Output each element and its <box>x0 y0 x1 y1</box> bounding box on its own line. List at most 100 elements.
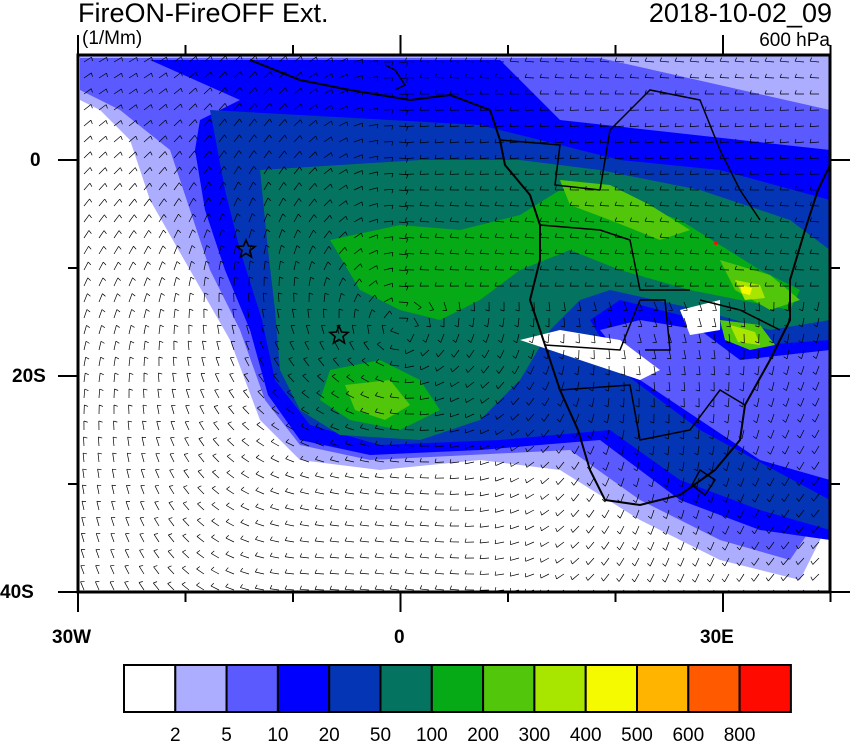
wind-barb <box>278 229 283 239</box>
wind-barb <box>128 167 136 175</box>
wind-barb <box>645 60 655 63</box>
wind-barb <box>173 309 176 319</box>
wind-barb <box>83 214 90 223</box>
colorbar-label: 10 <box>267 725 289 746</box>
wind-barb <box>557 509 565 517</box>
wind-barb <box>660 220 670 223</box>
wind-barb <box>555 236 565 239</box>
wind-barb <box>668 333 672 343</box>
wind-barb <box>286 408 295 415</box>
wind-barb <box>98 104 107 111</box>
wind-barb <box>495 525 505 529</box>
wind-barb <box>812 541 820 549</box>
wind-barb <box>242 423 250 431</box>
wind-barb <box>300 458 310 463</box>
wind-barb <box>786 381 790 391</box>
wind-barb <box>795 141 805 144</box>
wind-barb <box>570 141 580 144</box>
wind-barb <box>705 157 715 160</box>
wind-barb <box>233 102 241 111</box>
wind-barb <box>638 349 642 359</box>
wind-barb <box>455 333 460 343</box>
wind-barb <box>368 123 378 127</box>
wind-barb <box>188 261 192 271</box>
wind-barb <box>112 453 115 463</box>
wind-barb <box>330 492 340 495</box>
wind-barb <box>360 588 370 591</box>
wind-barb <box>786 365 790 375</box>
wind-barb <box>620 477 625 487</box>
wind-barb <box>248 197 254 207</box>
wind-barb <box>353 201 363 207</box>
wind-barb <box>233 150 240 159</box>
wind-barb <box>271 424 280 431</box>
wind-barb <box>630 125 640 128</box>
wind-barb <box>419 509 430 511</box>
wind-barb <box>83 309 88 319</box>
wind-barb <box>398 253 408 256</box>
wind-barb <box>420 252 430 255</box>
wind-barb <box>542 445 550 453</box>
wind-barb <box>83 277 89 287</box>
wind-barb <box>785 429 790 439</box>
wind-barb <box>603 557 610 566</box>
wind-barb <box>450 252 460 255</box>
wind-barb <box>353 75 363 79</box>
wind-barb <box>398 93 408 96</box>
wind-barb <box>798 493 805 502</box>
colorbar-swatch <box>636 664 690 713</box>
wind-barb <box>608 317 612 327</box>
wind-barb <box>128 357 131 367</box>
wind-barb <box>420 556 430 559</box>
wind-barb <box>810 157 820 160</box>
wind-barb <box>143 72 152 79</box>
wind-barb <box>634 557 640 567</box>
wind-barb <box>338 105 348 111</box>
wind-barb <box>323 293 326 303</box>
wind-barb <box>300 540 310 543</box>
wind-barb <box>113 277 119 287</box>
wind-barb <box>255 490 265 495</box>
wind-barb <box>638 333 642 343</box>
wind-barb <box>405 492 415 495</box>
wind-barb <box>741 429 745 439</box>
wind-barb <box>188 103 196 111</box>
wind-barb <box>263 55 271 63</box>
wind-barb <box>738 573 745 582</box>
wind-barb <box>690 236 700 239</box>
wind-barb <box>555 252 565 255</box>
wind-barb <box>797 541 805 550</box>
wind-barb <box>360 459 370 463</box>
wind-barb <box>712 445 715 455</box>
wind-barb <box>293 198 300 207</box>
wind-barb <box>815 381 820 391</box>
wind-barb <box>140 501 145 511</box>
wind-barb <box>638 365 641 375</box>
wind-barb <box>227 439 235 447</box>
colorbar-swatch <box>482 664 536 713</box>
wind-barb <box>315 475 325 479</box>
wind-barb <box>203 213 209 223</box>
wind-barb <box>233 181 239 191</box>
wind-barb <box>548 301 551 311</box>
wind-barb <box>815 365 820 375</box>
wind-barb <box>334 341 340 351</box>
wind-barb <box>155 453 160 463</box>
wind-barb <box>540 236 550 239</box>
wind-barb <box>810 236 820 239</box>
wind-barb <box>735 236 745 239</box>
wind-barb <box>353 138 363 143</box>
wind-barb <box>753 573 760 582</box>
wind-barb <box>558 429 565 438</box>
wind-barb <box>668 317 673 327</box>
wind-barb <box>80 581 85 591</box>
wind-barb <box>285 507 295 511</box>
wind-barb <box>770 445 775 455</box>
wind-barb <box>510 573 520 577</box>
wind-barb <box>83 182 91 191</box>
wind-barb <box>585 236 595 239</box>
wind-barb <box>80 565 85 575</box>
wind-barb <box>636 461 640 471</box>
wind-barb <box>323 89 332 95</box>
wind-barb <box>210 569 220 575</box>
